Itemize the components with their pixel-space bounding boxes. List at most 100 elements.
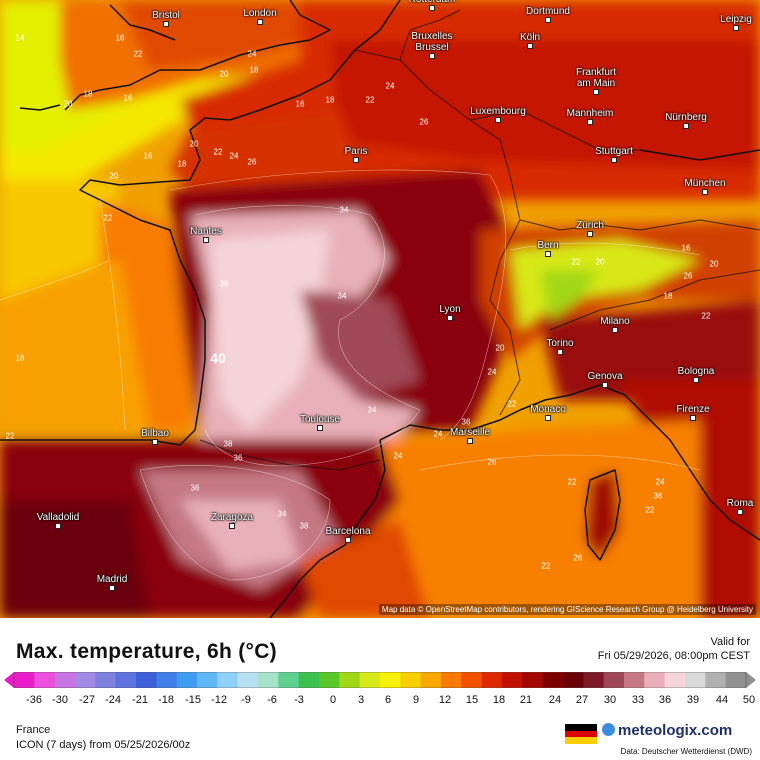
city-label: Milano xyxy=(600,316,630,327)
city-marker[interactable] xyxy=(545,17,551,23)
city-marker[interactable] xyxy=(612,327,618,333)
city-marker[interactable] xyxy=(545,415,551,421)
city-marker[interactable] xyxy=(495,117,501,123)
map-attribution[interactable]: Map data © OpenStreetMap contributors, r… xyxy=(378,604,756,615)
scale-swatch xyxy=(542,672,564,688)
isotherm-label: 22 xyxy=(5,431,15,441)
scale-swatch xyxy=(298,672,320,688)
city-marker[interactable] xyxy=(611,157,617,163)
isotherm-label: 36 xyxy=(461,417,471,427)
city-marker[interactable] xyxy=(317,425,323,431)
city-label: Paris xyxy=(344,146,368,157)
city-marker[interactable] xyxy=(55,523,61,529)
city-marker[interactable] xyxy=(152,439,158,445)
isotherm-label: 22 xyxy=(701,311,711,321)
city-label: Zaragoza xyxy=(210,512,254,523)
scale-swatch xyxy=(461,672,483,688)
city-label: Zürich xyxy=(576,220,604,231)
city-label: Roma xyxy=(726,498,754,509)
isotherm-label: 26 xyxy=(683,271,693,281)
scale-swatch xyxy=(136,672,157,688)
isotherm-label: 18 xyxy=(15,353,25,363)
scale-swatch xyxy=(14,672,35,688)
scale-tick-label: 18 xyxy=(492,694,506,706)
city-label: Firenze xyxy=(676,404,710,415)
isotherm-label: 36 xyxy=(233,453,243,463)
city-marker[interactable] xyxy=(693,377,699,383)
city-marker[interactable] xyxy=(353,157,359,163)
city-label: Toulouse xyxy=(299,414,341,425)
scale-tick-label: -12 xyxy=(211,694,227,706)
city-marker[interactable] xyxy=(527,43,533,49)
scale-swatch xyxy=(339,672,361,688)
city-marker[interactable] xyxy=(109,585,115,591)
isotherm-label: 20 xyxy=(63,99,73,109)
isotherm-label: 34 xyxy=(337,291,347,301)
city-marker[interactable] xyxy=(733,25,739,31)
scale-tick-label: -27 xyxy=(79,694,95,706)
city-label: Lyon xyxy=(439,304,461,315)
city-label: Nürnberg xyxy=(665,112,707,123)
brand-name: meteologix.com xyxy=(618,722,733,739)
city-marker[interactable] xyxy=(467,438,473,444)
city-marker[interactable] xyxy=(587,119,593,125)
isotherm-label: 26 xyxy=(573,553,583,563)
data-source: Data: Deutscher Wetterdienst (DWD) xyxy=(620,747,752,756)
scale-tick-label: -21 xyxy=(132,694,148,706)
meteologix-logo-icon xyxy=(602,723,615,736)
isotherm-label: 38 xyxy=(299,521,309,531)
isotherm-label: 16 xyxy=(123,93,133,103)
city-marker[interactable] xyxy=(690,415,696,421)
isotherm-label: 18 xyxy=(83,89,93,99)
city-marker[interactable] xyxy=(163,21,169,27)
scale-swatch xyxy=(115,672,137,688)
city-label: Torino xyxy=(546,338,574,349)
city-marker[interactable] xyxy=(257,19,263,25)
isotherm-label: 20 xyxy=(709,259,719,269)
scale-swatch xyxy=(725,672,747,688)
scale-swatch xyxy=(156,672,178,688)
city-marker[interactable] xyxy=(429,53,435,59)
city-marker[interactable] xyxy=(345,537,351,543)
city-marker[interactable] xyxy=(593,89,599,95)
coastlines xyxy=(0,0,760,618)
scale-swatch xyxy=(481,672,503,688)
city-marker[interactable] xyxy=(683,123,689,129)
city-marker[interactable] xyxy=(702,189,708,195)
isotherm-label: 26 xyxy=(487,457,497,467)
scale-tick-label: 44 xyxy=(715,694,729,706)
scale-tick-label: 12 xyxy=(438,694,452,706)
city-label: Nantes xyxy=(190,226,222,237)
isotherm-label: 36 xyxy=(653,491,663,501)
city-marker[interactable] xyxy=(737,509,743,515)
scale-swatch xyxy=(502,672,523,688)
city-label: London xyxy=(243,8,277,19)
scale-swatch xyxy=(197,672,218,688)
city-marker[interactable] xyxy=(429,5,435,11)
scale-swatch xyxy=(380,672,401,688)
valid-for-label: Valid for xyxy=(710,636,750,648)
city-marker[interactable] xyxy=(602,382,608,388)
scale-swatch xyxy=(34,672,56,688)
scale-tick-label: -36 xyxy=(26,694,42,706)
city-marker[interactable] xyxy=(203,237,209,243)
temperature-map[interactable]: Bristol London Rotterdam Dortmund Leipzig Bru… xyxy=(0,0,760,618)
city-marker[interactable] xyxy=(545,251,551,257)
brand-logo[interactable]: meteologix.com xyxy=(602,722,732,739)
city-label: Genova xyxy=(587,371,623,382)
isotherm-label: 34 xyxy=(277,509,287,519)
city-marker[interactable] xyxy=(447,315,453,321)
map-title: Max. temperature, 6h (°C) xyxy=(16,640,277,663)
scale-tick-label: 21 xyxy=(519,694,533,706)
scale-swatch xyxy=(54,672,76,688)
city-marker[interactable] xyxy=(587,231,593,237)
scale-swatch xyxy=(644,672,666,688)
city-label: Dortmund xyxy=(526,6,570,17)
city-marker[interactable] xyxy=(229,523,235,529)
scale-swatch xyxy=(624,672,645,688)
city-label: Barcelona xyxy=(325,526,371,537)
isotherm-label: 40 xyxy=(210,350,226,366)
city-label: Bologna xyxy=(677,366,715,377)
scale-tick-label: 24 xyxy=(548,694,562,706)
city-marker[interactable] xyxy=(557,349,563,355)
